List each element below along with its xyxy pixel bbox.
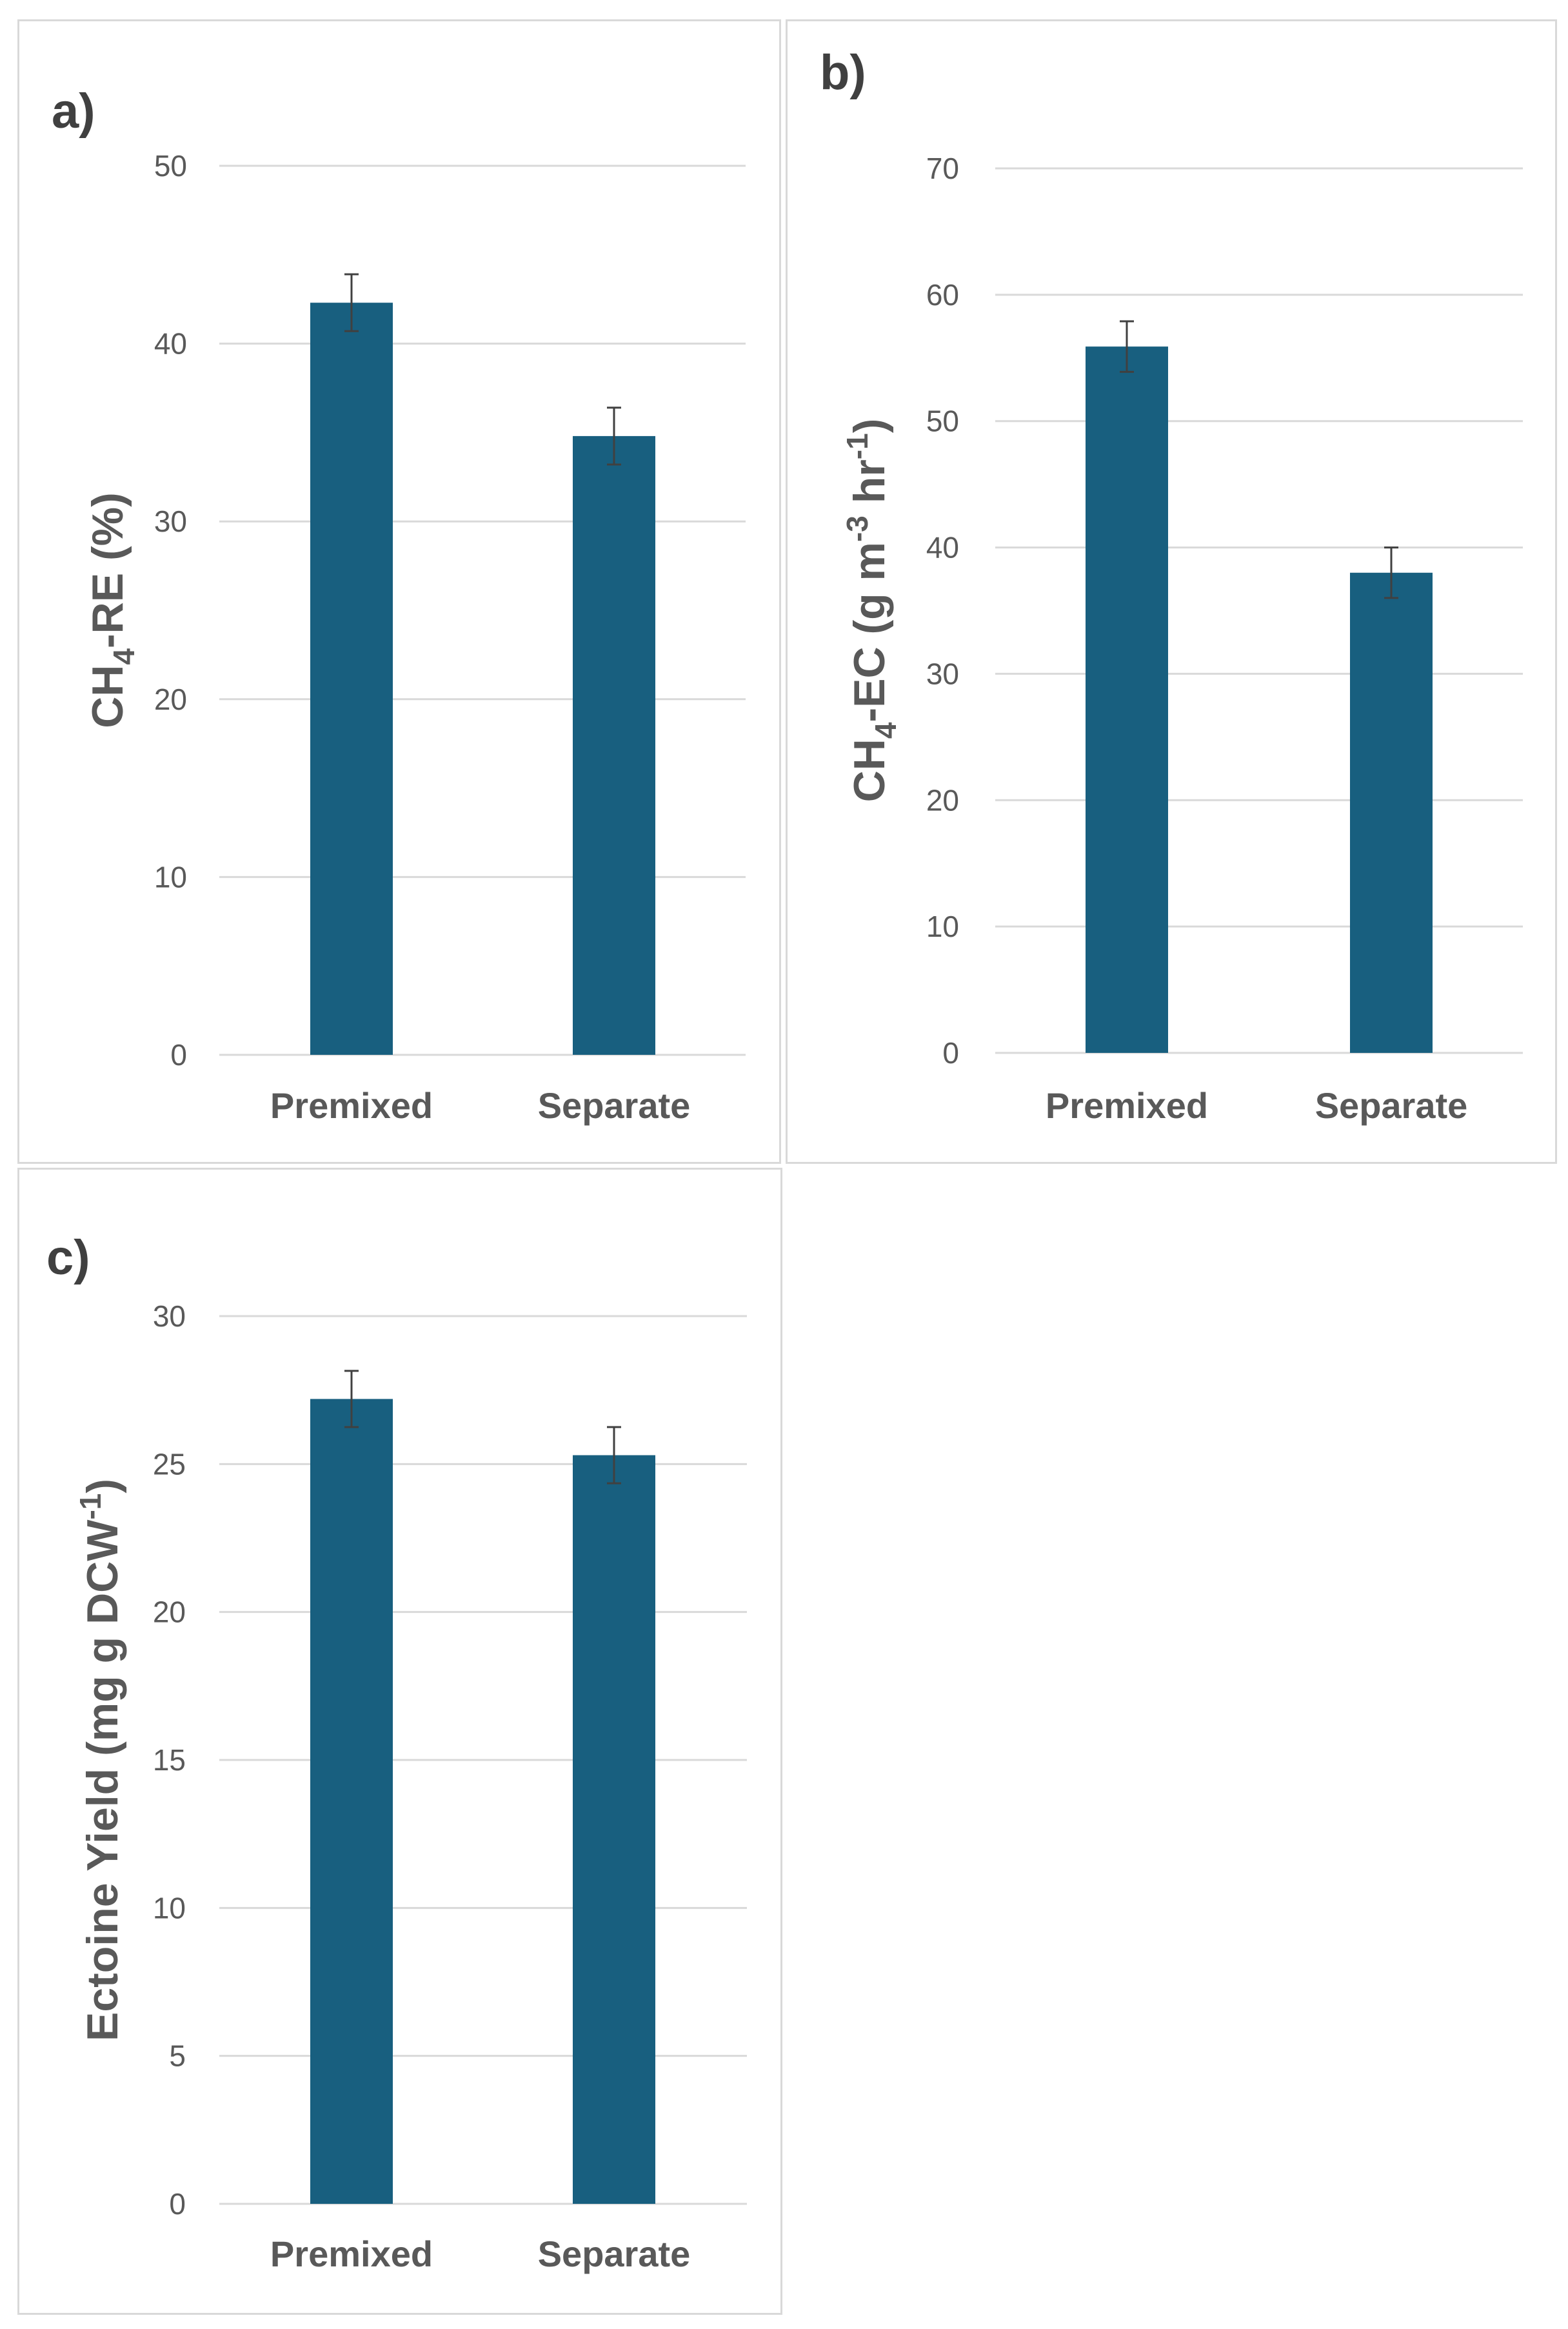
y-tick-label: 20 bbox=[154, 683, 187, 716]
chart-panel-a: 0 10 20 30 40 50 Premixed Separate a) CH4-RE (%) bbox=[17, 19, 781, 1164]
y-axis-label: Ectoine Yield (mg g DCW-1) bbox=[74, 1479, 127, 2041]
y-tick-label: 20 bbox=[153, 1595, 186, 1629]
category-label: Separate bbox=[538, 2234, 691, 2274]
category-label: Premixed bbox=[270, 2234, 433, 2274]
y-axis-label-part: -RE (%) bbox=[83, 492, 132, 648]
y-tick-label: 50 bbox=[154, 149, 187, 183]
y-tick-label: 5 bbox=[169, 2039, 186, 2073]
y-axis-label-part: ) bbox=[78, 1479, 127, 1494]
error-bar-premixed bbox=[1120, 320, 1134, 373]
y-tick-label: 50 bbox=[926, 405, 959, 438]
error-bar-separate bbox=[1384, 546, 1398, 599]
category-label: Premixed bbox=[270, 1085, 433, 1126]
chart-a: 0 10 20 30 40 50 Premixed Separate a) CH4-RE (%) bbox=[52, 84, 746, 1126]
y-tick-label: 15 bbox=[153, 1743, 186, 1777]
category-label: Premixed bbox=[1046, 1085, 1208, 1126]
chart-panel-b: 0 10 20 30 40 50 60 70 Premixed Separate b) CH4-EC … bbox=[786, 19, 1557, 1164]
chart-c: 0 5 10 15 20 25 30 Premixed Separate c) Ectoine Yi… bbox=[46, 1230, 747, 2274]
y-axis-label-part: CH bbox=[845, 739, 894, 802]
y-axis-label: CH4-RE (%) bbox=[83, 492, 141, 728]
bar-premixed bbox=[310, 1399, 393, 2204]
category-label: Separate bbox=[1315, 1085, 1468, 1126]
y-tick-label: 30 bbox=[153, 1299, 186, 1333]
y-axis-label-superscript: -3 bbox=[840, 515, 874, 542]
bar-separate bbox=[573, 1455, 655, 2204]
y-tick-label: 0 bbox=[942, 1036, 959, 1070]
y-tick-label: 10 bbox=[154, 860, 187, 894]
chart-b: 0 10 20 30 40 50 60 70 Premixed Separate b) CH4-EC … bbox=[820, 45, 1523, 1126]
y-axis-label-part: CH bbox=[83, 665, 132, 728]
y-tick-label: 60 bbox=[926, 278, 959, 312]
panel-label: b) bbox=[820, 45, 866, 100]
y-axis-label-superscript: -1 bbox=[74, 1494, 107, 1520]
y-tick-label: 10 bbox=[153, 1891, 186, 1924]
error-bar-separate bbox=[607, 406, 621, 466]
error-bar-premixed bbox=[344, 1370, 359, 1428]
y-tick-label: 0 bbox=[170, 1038, 187, 1072]
y-tick-label: 0 bbox=[169, 2187, 186, 2221]
bar-premixed bbox=[310, 303, 393, 1055]
bar-separate bbox=[573, 435, 655, 1055]
y-tick-label: 70 bbox=[926, 152, 959, 185]
chart-panel-c: 0 5 10 15 20 25 30 Premixed Separate c) Ectoine Yi… bbox=[17, 1168, 782, 2315]
y-tick-label: 40 bbox=[154, 327, 187, 361]
y-axis-label-part: hr bbox=[845, 459, 894, 515]
y-axis-label: CH4-EC (g m-3 hr-1) bbox=[840, 419, 902, 803]
error-bar-premixed bbox=[344, 273, 359, 332]
y-tick-label: 20 bbox=[926, 783, 959, 817]
y-tick-label: 30 bbox=[154, 505, 187, 538]
y-axis-label-subscript: 4 bbox=[869, 722, 902, 739]
y-axis-label-part: -EC (g m bbox=[845, 542, 894, 723]
y-axis-label-part: Ectoine Yield (mg g DCW bbox=[78, 1519, 127, 2041]
y-tick-label: 40 bbox=[926, 531, 959, 565]
bar-separate bbox=[1350, 572, 1433, 1053]
panel-label: a) bbox=[52, 84, 95, 139]
y-axis-label-superscript: -1 bbox=[840, 433, 874, 459]
bar-premixed bbox=[1086, 346, 1168, 1053]
error-bar-separate bbox=[607, 1426, 621, 1484]
y-tick-label: 30 bbox=[926, 657, 959, 690]
y-axis-label-part: ) bbox=[845, 419, 894, 434]
y-tick-label: 25 bbox=[153, 1447, 186, 1481]
y-tick-label: 10 bbox=[926, 910, 959, 943]
category-label: Separate bbox=[538, 1085, 691, 1126]
panel-label: c) bbox=[46, 1230, 90, 1285]
y-axis-label-subscript: 4 bbox=[107, 648, 141, 665]
